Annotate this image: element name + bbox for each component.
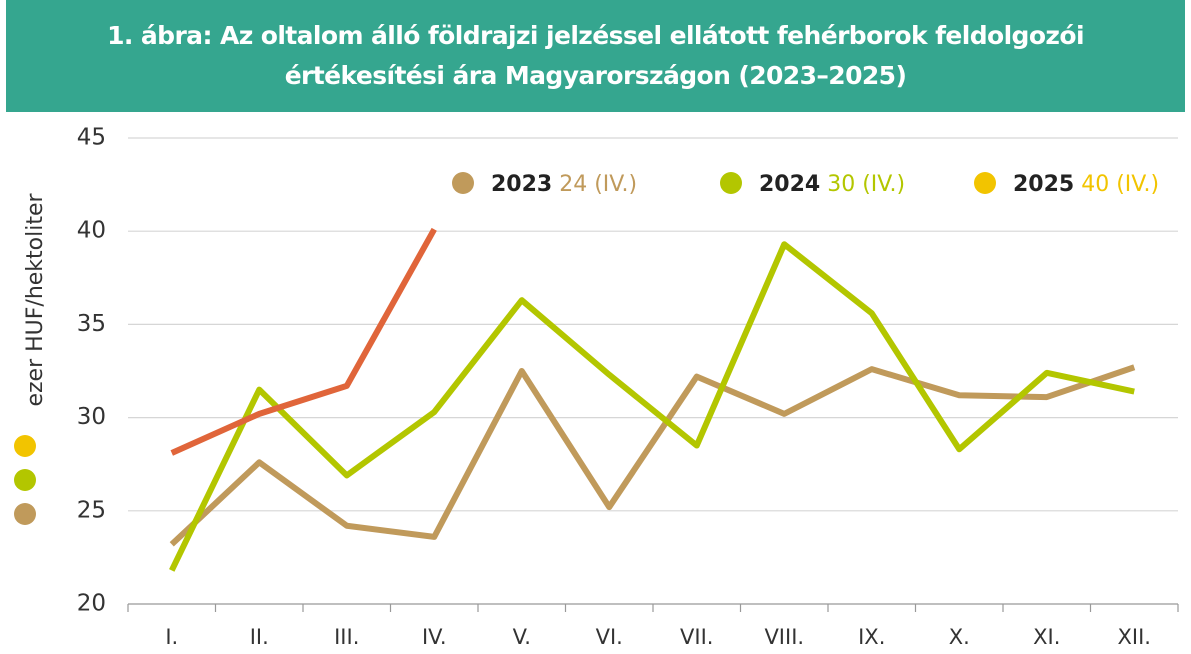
legend-entry: 2025 40 (IV.) <box>1013 172 1159 197</box>
legend-value: 40 (IV.) <box>1081 172 1159 197</box>
series-line <box>169 241 1135 572</box>
x-tick-label: XII. <box>1118 625 1151 649</box>
x-tick-label: IV. <box>422 625 447 649</box>
legend-entry: 2023 24 (IV.) <box>491 172 637 197</box>
x-tick-label: I. <box>165 625 178 649</box>
y-tick-label: 35 <box>77 311 106 337</box>
x-tick-label: VI. <box>596 625 623 649</box>
y-tick-label: 25 <box>77 497 106 523</box>
side-marker <box>14 503 36 525</box>
x-tick-label: X. <box>949 625 970 649</box>
side-marker <box>14 435 36 457</box>
y-tick-label: 20 <box>77 591 106 617</box>
y-tick-label: 40 <box>77 218 106 244</box>
x-tick-label: VII. <box>680 625 713 649</box>
series-line <box>169 364 1136 547</box>
legend-name: 2025 <box>1013 172 1074 197</box>
y-tick-label: 30 <box>77 404 106 430</box>
series-line <box>170 227 437 456</box>
side-marker <box>14 469 36 491</box>
x-tick-label: IX. <box>858 625 885 649</box>
y-tick-label: 45 <box>77 125 106 151</box>
chart-title: 1. ábra: Az oltalom álló földrajzi jelzé… <box>107 21 1084 50</box>
legend-value: 24 (IV.) <box>559 172 637 197</box>
legend-name: 2024 <box>759 172 820 197</box>
legend-value: 30 (IV.) <box>827 172 905 197</box>
legend-marker <box>974 172 996 194</box>
legend-entry: 2024 30 (IV.) <box>759 172 905 197</box>
chart-title: értékesítési ára Magyarországon (2023–20… <box>284 61 907 90</box>
legend-marker <box>452 172 474 194</box>
legend-name: 2023 <box>491 172 552 197</box>
legend-marker <box>720 172 742 194</box>
x-tick-label: XI. <box>1033 625 1060 649</box>
x-tick-label: III. <box>334 625 359 649</box>
title-banner: 1. ábra: Az oltalom álló földrajzi jelzé… <box>6 0 1185 112</box>
x-tick-label: VIII. <box>764 625 804 649</box>
y-axis-label: ezer HUF/hektoliter <box>23 192 48 406</box>
x-tick-label: V. <box>513 625 531 649</box>
x-tick-label: II. <box>250 625 269 649</box>
